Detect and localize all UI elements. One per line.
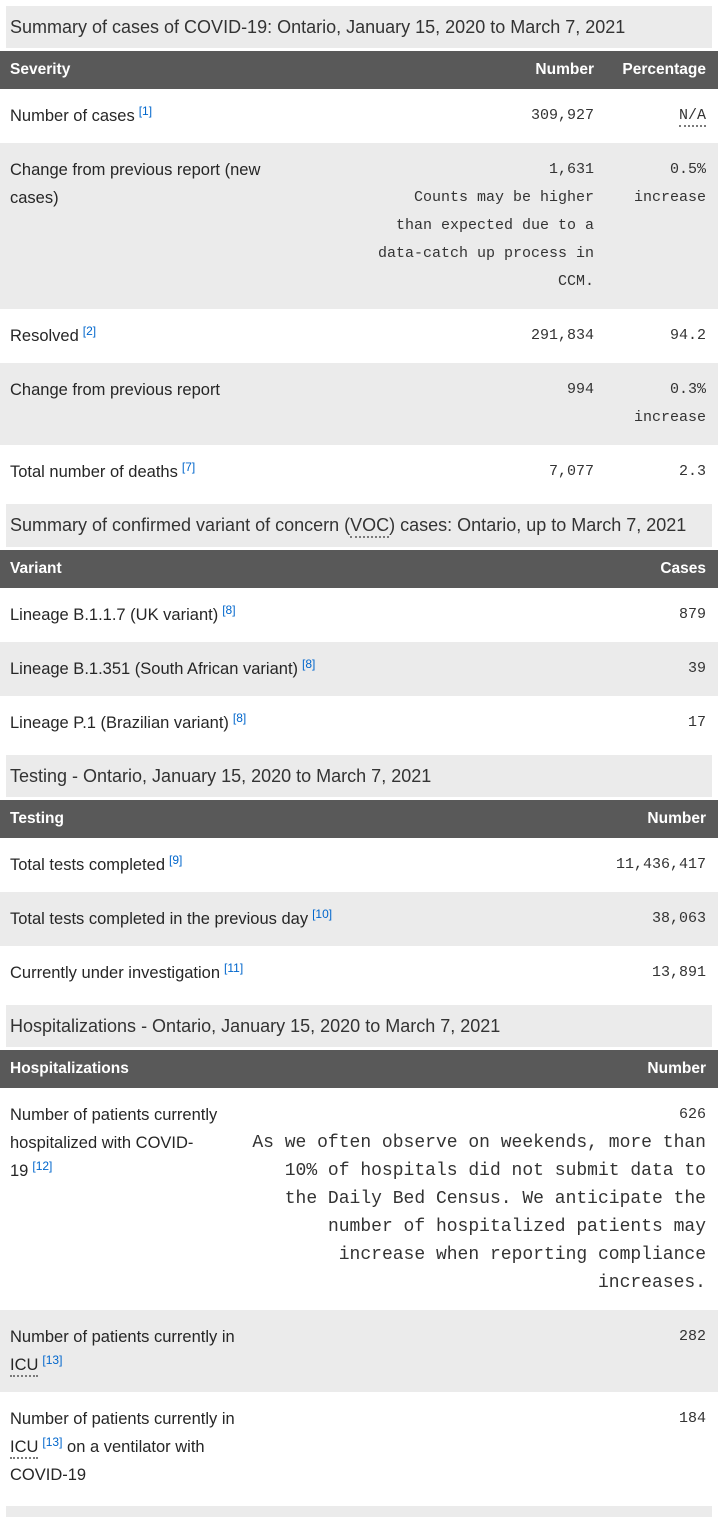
row-label: Number of patients currently in ICU [13] … [10,1410,235,1485]
row-number: 1,631 Counts may be higher than expected … [372,156,594,296]
row-number: 282 [678,1328,706,1346]
na-abbreviation[interactable]: N/A [678,107,706,128]
row-label: Lineage B.1.1.7 (UK variant) [8] [10,602,236,624]
row-percentage: 94.2 [669,327,706,345]
table-row: Number of cases [1] 309,927 N/A [0,89,718,144]
row-label: Change from previous report (new cases) [10,161,261,208]
row-label: Change from previous report [10,381,221,400]
row-label: Number of patients currently hospitalize… [10,1106,218,1181]
citation-ref-link[interactable]: [11] [224,960,244,975]
row-number: 38,063 [651,909,706,927]
row-number: 13,891 [651,963,706,981]
citation-ref-link[interactable]: [9] [169,852,183,867]
row-number: 879 [678,605,706,623]
table-row: Lineage B.1.351 (South African variant)[… [0,641,718,696]
icu-abbreviation[interactable]: ICU [10,1438,39,1460]
row-number: 39 [687,659,706,677]
section-title-text: Summary of cases of COVID-19: Ontario, J… [10,17,626,37]
table-row: Number of patients currently in ICU [13] … [0,1310,718,1393]
section-title: Hospitalizations - Ontario, January 15, … [6,1004,712,1048]
row-label: Total tests completed [9] [10,852,183,874]
section-title: Summary of confirmed variant of concern … [6,504,712,547]
column-header-number: Number [647,1060,706,1078]
table-header-row: Variant Cases [0,549,718,588]
table-header-row: Severity Number Percentage [0,51,718,90]
row-number: 184 [678,1410,706,1428]
data-note: Counts may be higher than expected due t… [377,189,594,291]
section-title: Testing - Ontario, January 15, 2020 to M… [6,754,712,797]
table-row: Number of patients currently hospitalize… [0,1088,718,1311]
column-header-percentage: Percentage [622,61,706,79]
row-percentage: 0.3% increase [633,381,706,427]
table-row: Lineage B.1.1.7 (UK variant) [8] 879 [0,587,718,642]
column-header-number: Number [647,809,706,827]
row-number: 7,077 [548,463,594,481]
section-title: Summary of cases of COVID-19: Ontario, J… [6,6,712,49]
citation-ref-link[interactable]: [1] [138,104,153,119]
column-header-number: Number [535,61,594,79]
table-row: Change from previous report (new cases) … [0,143,718,310]
citation-ref-link[interactable]: [8] [232,710,247,725]
row-label: Number of cases [1] [10,104,153,126]
column-header-hospitalizations: Hospitalizations [10,1060,129,1078]
row-label: Currently under investigation [11] [10,960,244,982]
row-percentage: 0.5% increase [633,161,706,207]
table-row: Lineage P.1 (Brazilian variant) [8] 17 [0,695,718,750]
section-testing: Testing - Ontario, January 15, 2020 to M… [0,754,718,1000]
row-number: 994 [566,381,594,399]
column-header-variant: Variant [10,559,62,577]
table-row: Change from previous report 994 0.3% inc… [0,363,718,446]
citation-ref-link[interactable]: [10] [312,906,333,921]
row-number: 626 As we often observe on weekends, more… [245,1101,706,1297]
row-label: Lineage P.1 (Brazilian variant) [8] [10,710,247,732]
row-label: Total tests completed in the previous da… [10,906,333,928]
row-number: 11,436,417 [615,855,706,873]
row-label: Lineage B.1.351 (South African variant)[… [10,656,316,678]
citation-ref-link[interactable]: [8] [302,656,316,671]
table-header-row: Testing Number [0,799,718,838]
row-label: Number of patients currently in ICU [13] [10,1323,245,1379]
table-row: Total number of deaths [7] 7,077 2.3 [0,445,718,500]
row-label: Resolved [2] [10,324,97,346]
table-row: Currently under investigation [11] 13,891 [0,945,718,1000]
row-percentage: N/A [594,102,706,130]
column-header-testing: Testing [10,809,64,827]
table-row: Number of patients currently in ICU [13] … [0,1392,718,1503]
citation-ref-link[interactable]: [12] [32,1159,53,1174]
citation-ref-link[interactable]: [7] [181,460,196,475]
table-row: Total tests completed in the previous da… [0,891,718,946]
citation-ref-link[interactable]: [13] [42,1435,63,1450]
row-label: Total number of deaths [7] [10,460,196,482]
section-hospitalizations: Hospitalizations - Ontario, January 15, … [0,1004,718,1503]
citation-ref-link[interactable]: [13] [42,1353,63,1368]
row-number: 17 [687,713,706,731]
data-note: As we often observe on weekends, more th… [252,1133,706,1294]
next-section-title-partial [6,1506,712,1517]
table-row: Total tests completed [9] 11,436,417 [0,837,718,892]
citation-ref-link[interactable]: [2] [82,324,97,339]
citation-ref-link[interactable]: [8] [222,602,236,617]
table-row: Resolved [2] 291,834 94.2 [0,309,718,364]
row-number: 291,834 [530,327,594,345]
section-voc-summary: Summary of confirmed variant of concern … [0,504,718,750]
section-cases-summary: Summary of cases of COVID-19: Ontario, J… [0,6,718,500]
column-header-cases: Cases [660,559,706,577]
row-number: 309,927 [530,107,594,125]
voc-abbreviation[interactable]: VOC [350,515,390,539]
icu-abbreviation[interactable]: ICU [10,1356,39,1378]
table-header-row: Hospitalizations Number [0,1050,718,1089]
row-percentage: 2.3 [678,463,706,481]
column-header-severity: Severity [10,61,71,79]
